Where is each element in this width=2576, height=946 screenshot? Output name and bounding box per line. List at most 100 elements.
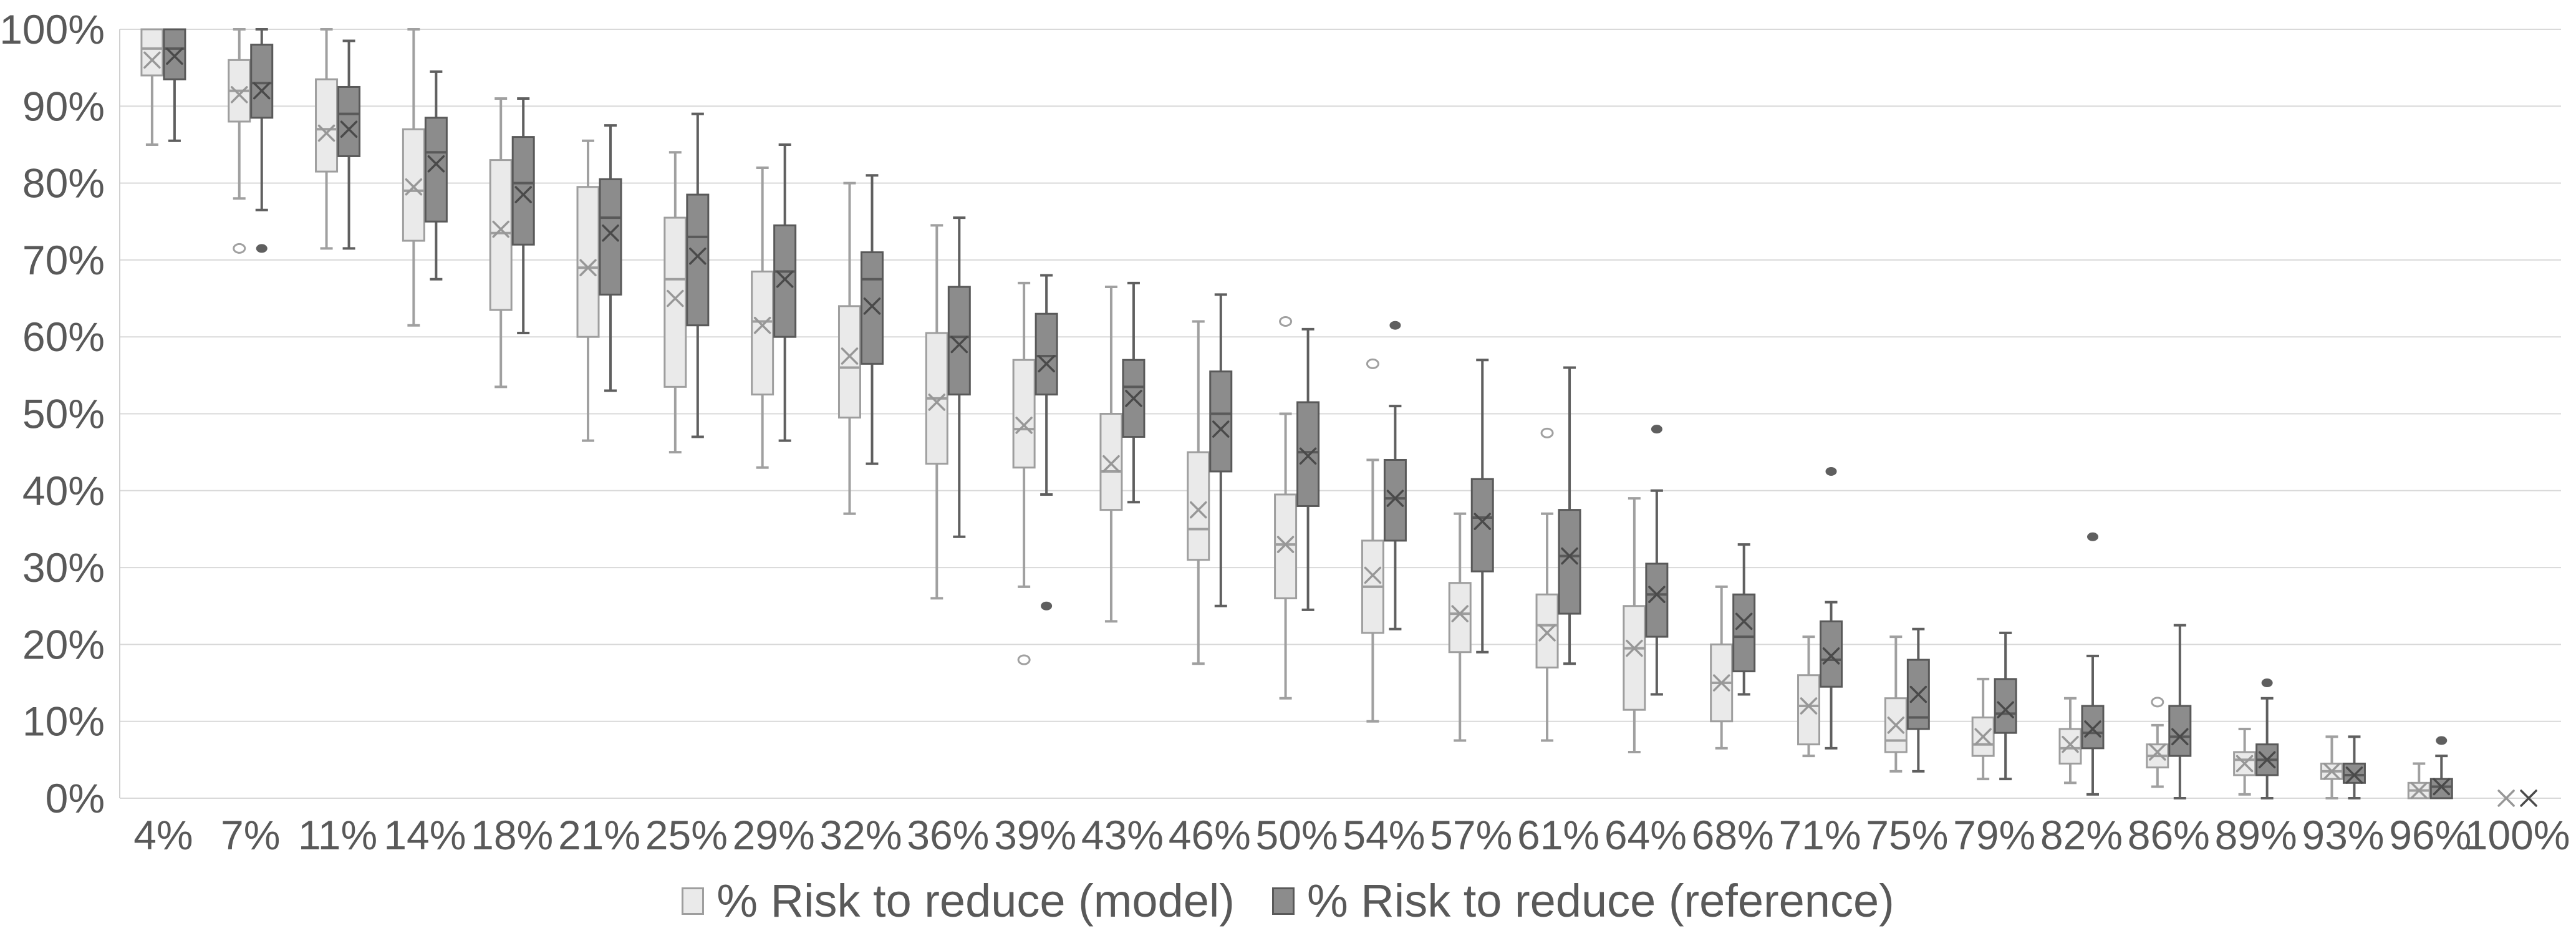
iqr-box bbox=[402, 128, 425, 242]
legend-label-reference: % Risk to reduce (reference) bbox=[1306, 875, 1894, 927]
legend-swatch-model bbox=[682, 887, 705, 915]
mean-marker bbox=[1038, 355, 1055, 373]
y-tick-label: 10% bbox=[22, 698, 105, 745]
iqr-box bbox=[1797, 674, 1821, 746]
iqr-box bbox=[599, 178, 622, 296]
box-43% bbox=[1099, 286, 1123, 623]
mean-marker bbox=[1299, 447, 1317, 465]
iqr-box bbox=[1558, 509, 1581, 615]
mean-marker bbox=[2149, 743, 2166, 761]
x-tick-label: 54% bbox=[1343, 812, 1425, 858]
box-64% bbox=[1623, 497, 1646, 754]
y-tick-label: 90% bbox=[22, 83, 105, 129]
x-tick-label: 61% bbox=[1517, 812, 1599, 858]
series-reference bbox=[163, 28, 2537, 807]
mean-marker bbox=[427, 155, 445, 173]
box-89% bbox=[2233, 728, 2257, 796]
iqr-box bbox=[424, 117, 448, 223]
mean-marker bbox=[2433, 778, 2451, 796]
mean-marker bbox=[1212, 420, 1230, 438]
box-75% bbox=[1884, 635, 1908, 773]
iqr-box bbox=[1820, 620, 1843, 688]
box-93% bbox=[2320, 735, 2343, 799]
mean-marker bbox=[1451, 605, 1469, 622]
outlier-point bbox=[2436, 736, 2448, 745]
box-36% bbox=[925, 224, 948, 600]
mean-marker bbox=[340, 120, 358, 138]
outlier-point bbox=[1366, 358, 1379, 369]
box-79% bbox=[1971, 677, 1995, 781]
mean-marker bbox=[667, 289, 684, 307]
x-tick-label: 4% bbox=[133, 812, 193, 858]
x-tick-label: 96% bbox=[2389, 812, 2471, 858]
x-tick-label: 50% bbox=[1256, 812, 1338, 858]
box-54% bbox=[1361, 358, 1384, 723]
x-tick-label: 14% bbox=[384, 812, 466, 858]
outlier-point bbox=[256, 244, 268, 253]
box-21% bbox=[576, 139, 600, 442]
x-tick-label: 75% bbox=[1866, 812, 1948, 858]
iqr-box bbox=[1623, 605, 1646, 711]
mean-marker bbox=[776, 270, 794, 288]
box-4% bbox=[163, 28, 186, 142]
box-14% bbox=[402, 28, 425, 327]
outlier-point bbox=[2151, 697, 2164, 708]
mean-marker bbox=[1800, 697, 1818, 715]
box-32% bbox=[860, 174, 884, 465]
mean-marker bbox=[1015, 417, 1033, 434]
legend-swatch-reference bbox=[1271, 887, 1295, 915]
mean-marker bbox=[492, 220, 509, 238]
outlier-point bbox=[2261, 678, 2273, 688]
box-93% bbox=[2342, 735, 2366, 799]
iqr-box bbox=[576, 186, 600, 338]
box-68% bbox=[1710, 585, 1734, 750]
mean-marker bbox=[2236, 755, 2254, 773]
x-tick-label: 25% bbox=[645, 812, 728, 858]
iqr-box bbox=[250, 44, 274, 119]
mean-marker bbox=[317, 124, 335, 142]
iqr-box bbox=[947, 286, 971, 396]
mean-marker bbox=[1974, 728, 1992, 746]
legend-item-model: % Risk to reduce (model) bbox=[682, 878, 1235, 924]
mean-marker bbox=[1887, 717, 1905, 734]
outlier-point bbox=[1017, 654, 1031, 665]
iqr-box bbox=[860, 251, 884, 365]
box-96% bbox=[2429, 736, 2453, 799]
mean-marker bbox=[863, 297, 881, 315]
mean-marker bbox=[602, 224, 619, 242]
mean-marker bbox=[950, 335, 968, 354]
iqr-box bbox=[1035, 312, 1058, 396]
box-25% bbox=[663, 151, 687, 454]
mean-marker bbox=[2323, 763, 2341, 780]
iqr-box bbox=[1012, 359, 1036, 469]
mean-marker bbox=[2410, 781, 2428, 799]
mean-marker bbox=[2171, 728, 2189, 746]
outlier-point bbox=[1540, 427, 1554, 438]
box-79% bbox=[1994, 631, 2017, 781]
iqr-box bbox=[1099, 413, 1123, 511]
y-tick-label: 70% bbox=[22, 237, 105, 283]
outlier-point bbox=[233, 243, 246, 254]
box-61% bbox=[1535, 427, 1559, 742]
mean-marker bbox=[1735, 612, 1753, 630]
mean-marker bbox=[1909, 685, 1927, 703]
x-tick-label: 39% bbox=[994, 812, 1076, 858]
x-tick-label: 100% bbox=[2465, 812, 2570, 858]
box-86% bbox=[2168, 624, 2192, 799]
box-68% bbox=[1732, 543, 1756, 696]
x-tick-label: 64% bbox=[1604, 812, 1687, 858]
mean-marker bbox=[689, 247, 707, 265]
x-tick-label: 21% bbox=[558, 812, 640, 858]
iqr-box bbox=[163, 28, 186, 80]
box-21% bbox=[599, 124, 622, 392]
box-29% bbox=[751, 166, 774, 469]
legend-item-reference: % Risk to reduce (reference) bbox=[1271, 875, 1894, 927]
iqr-box bbox=[1448, 582, 1472, 654]
mean-marker bbox=[1125, 390, 1142, 407]
outlier-point bbox=[2086, 532, 2098, 541]
box-100% bbox=[2497, 789, 2515, 807]
x-tick-label: 32% bbox=[819, 812, 902, 858]
box-25% bbox=[686, 112, 710, 438]
